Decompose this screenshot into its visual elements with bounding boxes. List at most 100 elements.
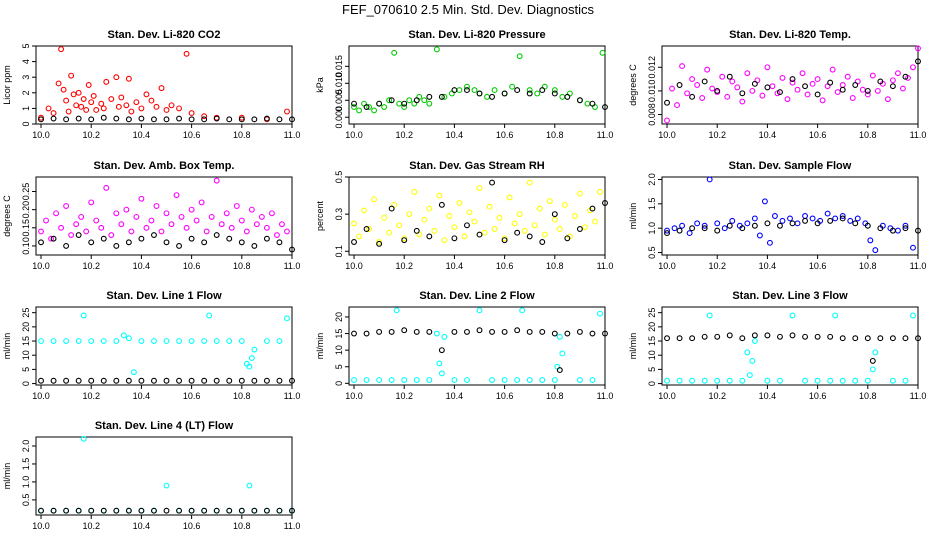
data-point xyxy=(706,176,713,183)
data-point xyxy=(451,224,458,231)
data-point xyxy=(739,335,746,342)
data-point xyxy=(183,50,190,57)
data-point xyxy=(213,232,220,238)
data-point xyxy=(514,377,521,383)
data-point xyxy=(279,221,285,228)
data-point xyxy=(376,100,383,107)
data-point xyxy=(834,89,841,96)
data-point xyxy=(726,332,733,339)
data-point xyxy=(68,72,75,79)
data-point xyxy=(426,100,433,107)
x-tick-label: 10.4 xyxy=(759,391,777,401)
data-point xyxy=(576,190,583,197)
x-tick-label: 10.8 xyxy=(546,130,564,140)
data-point xyxy=(38,228,44,235)
data-point xyxy=(814,76,821,83)
y-axis-label: degrees C xyxy=(2,195,12,237)
series-1 xyxy=(664,176,916,254)
data-point xyxy=(496,214,503,221)
data-point xyxy=(602,200,608,206)
x-tick-label: 10.2 xyxy=(708,130,726,140)
data-point xyxy=(689,335,696,342)
data-point xyxy=(103,78,110,85)
data-point xyxy=(516,53,523,60)
data-point xyxy=(363,226,370,232)
data-point xyxy=(902,73,909,80)
data-point xyxy=(771,213,778,219)
data-point xyxy=(183,224,190,231)
data-point xyxy=(664,230,670,237)
data-point xyxy=(777,333,783,340)
data-point xyxy=(226,116,233,123)
data-point xyxy=(589,205,596,212)
data-point xyxy=(910,312,916,319)
plot-frame xyxy=(35,45,293,125)
data-point xyxy=(714,333,721,340)
data-point xyxy=(201,338,208,344)
x-tick-label: 10.6 xyxy=(496,391,514,401)
y-tick-label: 10 xyxy=(21,350,31,360)
y-tick-label: 5 xyxy=(334,364,344,369)
data-point xyxy=(739,98,746,105)
x-tick-label: 10.6 xyxy=(183,521,201,531)
data-point xyxy=(406,211,413,218)
data-point xyxy=(749,357,756,364)
data-point xyxy=(461,233,468,240)
data-point xyxy=(734,84,741,91)
data-point xyxy=(176,507,183,514)
data-point xyxy=(539,377,546,383)
data-point xyxy=(589,100,596,107)
x-tick-label: 10.2 xyxy=(82,521,100,531)
y-tick-label: 1.5 xyxy=(647,198,657,211)
data-point xyxy=(248,355,255,362)
chart-panel-5: Stan. Dev. Gas Stream RH 10.0 10.2 10.4 10.6… xyxy=(315,160,613,271)
plot-frame xyxy=(661,176,919,256)
data-point xyxy=(864,91,871,98)
data-point xyxy=(100,105,107,112)
data-point xyxy=(814,220,821,227)
data-point xyxy=(894,70,901,77)
data-point xyxy=(38,116,44,123)
data-point xyxy=(441,333,448,340)
data-point xyxy=(163,210,170,217)
data-point xyxy=(511,220,518,227)
data-point xyxy=(238,239,245,246)
data-point xyxy=(133,99,140,106)
plot-frame xyxy=(35,436,293,516)
data-point xyxy=(664,335,670,342)
y-tick-label: 3 xyxy=(21,75,31,80)
data-point xyxy=(351,330,357,337)
data-point xyxy=(401,235,408,242)
data-point xyxy=(268,210,275,217)
series-2 xyxy=(351,87,608,110)
data-point xyxy=(75,232,82,238)
data-point xyxy=(386,229,393,236)
data-point xyxy=(802,333,809,340)
data-point xyxy=(113,74,120,81)
y-tick-label: 1.5 xyxy=(21,458,31,471)
data-point xyxy=(115,103,122,110)
data-point xyxy=(724,93,731,100)
data-point xyxy=(70,91,77,98)
data-point xyxy=(839,335,846,342)
data-point xyxy=(366,226,373,232)
data-point xyxy=(556,367,563,374)
data-point xyxy=(794,220,801,227)
data-point xyxy=(90,92,97,99)
x-tick-label: 11.0 xyxy=(284,130,301,140)
y-tick-label: 0.5 xyxy=(21,494,31,507)
x-tick-label: 10.0 xyxy=(658,130,676,140)
data-point xyxy=(80,96,87,102)
series-1 xyxy=(351,46,606,114)
data-point xyxy=(128,228,135,235)
data-point xyxy=(426,328,433,335)
x-tick-label: 11.0 xyxy=(597,391,614,401)
data-point xyxy=(391,49,398,56)
data-point xyxy=(559,93,566,100)
data-point xyxy=(556,226,563,232)
data-point xyxy=(471,87,478,94)
chart-panel-6: Stan. Dev. Sample Flow 10.0 10.2 10.4 10.6 10… xyxy=(628,160,926,271)
data-point xyxy=(864,377,871,384)
data-point xyxy=(396,222,403,229)
data-point xyxy=(751,332,758,339)
